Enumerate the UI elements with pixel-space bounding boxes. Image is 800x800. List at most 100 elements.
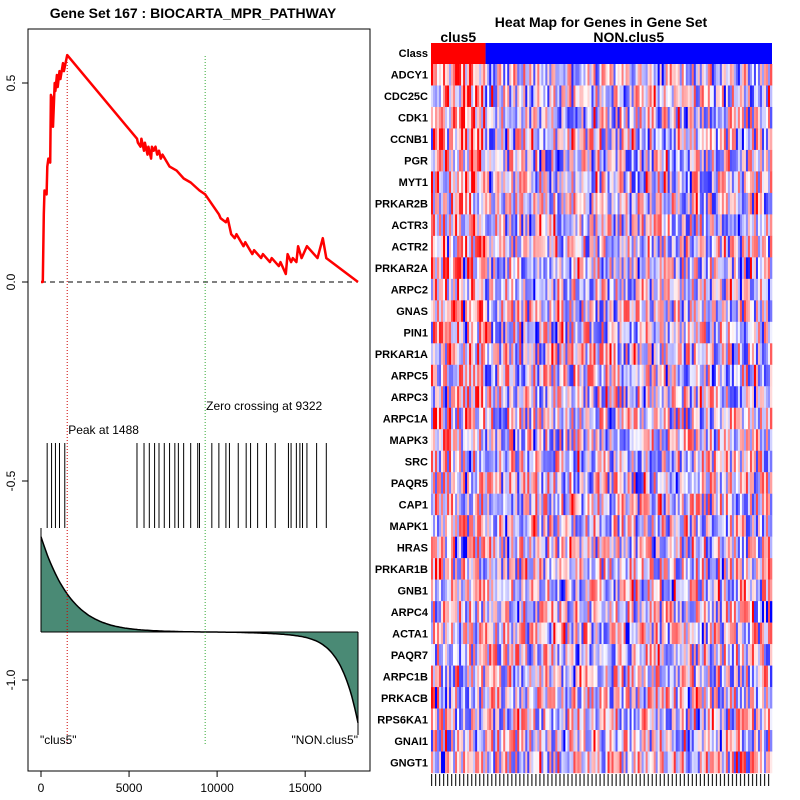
heatmap-cell — [645, 515, 648, 537]
heatmap-cell — [491, 192, 494, 215]
heatmap-cell — [557, 149, 560, 172]
heatmap-cell — [453, 214, 456, 237]
heatmap-cell — [693, 106, 697, 129]
heatmap-cell — [519, 536, 522, 559]
heatmap-cell — [553, 364, 556, 387]
heatmap-cell — [515, 429, 518, 451]
heatmap-cell — [555, 343, 558, 365]
heatmap-cell — [473, 622, 476, 645]
heatmap-cell — [525, 450, 528, 473]
heatmap-cell — [547, 149, 550, 172]
heatmap-cell — [493, 386, 496, 408]
heatmap-cell — [739, 644, 743, 666]
heatmap-cell — [731, 257, 735, 280]
heatmap-cell — [665, 64, 668, 86]
heatmap-cell — [557, 579, 560, 602]
heatmap-cell — [717, 450, 721, 473]
heatmap-cell — [447, 429, 450, 451]
heatmap-cell — [621, 321, 624, 344]
heatmap-cell — [459, 386, 462, 408]
heatmap-cell — [639, 128, 642, 151]
heatmap-cell — [735, 472, 739, 494]
heatmap-cell — [557, 364, 560, 387]
heatmap-cell — [693, 214, 697, 237]
heatmap-cell — [519, 558, 522, 580]
heatmap-cell — [433, 429, 436, 451]
heatmap-cell — [617, 622, 620, 645]
heatmap-cell — [519, 429, 522, 451]
heatmap-cell — [649, 278, 652, 301]
heatmap-cell — [661, 665, 664, 688]
heatmap-cell — [591, 665, 594, 688]
heatmap-cell — [719, 106, 723, 129]
heatmap-cell — [641, 429, 644, 451]
heatmap-cell — [531, 128, 534, 151]
heatmap-cell — [517, 300, 520, 323]
heatmap-cell — [553, 106, 556, 129]
heatmap-cell — [697, 429, 701, 451]
heatmap-cell — [633, 601, 636, 623]
heatmap-cell — [725, 300, 729, 323]
heatmap-cell — [449, 536, 452, 559]
heatmap-cell — [565, 558, 568, 580]
heatmap-cell — [653, 601, 656, 623]
heatmap-cell — [701, 364, 705, 387]
heatmap-cell — [615, 601, 618, 623]
heatmap-cell — [673, 192, 677, 215]
heatmap-cell — [761, 472, 765, 494]
heatmap-cell — [639, 493, 642, 516]
heatmap-cell — [733, 493, 737, 516]
heatmap-cell — [635, 579, 638, 602]
heatmap-cell — [525, 558, 528, 580]
heatmap-cell — [441, 278, 444, 301]
heatmap-cell — [755, 321, 759, 344]
heatmap-cell — [571, 386, 574, 408]
heatmap-cell — [543, 644, 546, 666]
heatmap-cell — [571, 515, 574, 537]
heatmap-cell — [447, 321, 450, 344]
heatmap-cell — [723, 515, 727, 537]
heatmap-cell — [515, 450, 518, 473]
heatmap-cell — [549, 450, 552, 473]
heatmap-cell — [629, 515, 632, 537]
heatmap-cell — [769, 644, 773, 666]
heatmap-cell — [521, 128, 524, 151]
heatmap-cell — [739, 536, 743, 559]
heatmap-cell — [549, 364, 552, 387]
heatmap-cell — [729, 149, 733, 172]
heatmap-cell — [537, 235, 540, 258]
heatmap-cell — [565, 407, 568, 430]
heatmap-cell — [693, 300, 697, 323]
heatmap-cell — [561, 493, 564, 516]
heatmap-cell — [743, 343, 747, 365]
heatmap-cell — [639, 558, 642, 580]
heatmap-cell — [751, 171, 755, 194]
heatmap-cell — [441, 450, 444, 473]
heatmap-cell — [639, 257, 642, 280]
heatmap-cell — [753, 515, 757, 537]
heatmap-cell — [659, 343, 662, 365]
heatmap-cell — [483, 493, 486, 516]
heatmap-cell — [457, 171, 460, 194]
heatmap-cell — [645, 536, 648, 559]
heatmap-cell — [693, 536, 697, 559]
heatmap-cell — [767, 450, 771, 473]
heatmap-cell — [491, 515, 494, 537]
heatmap-cell — [455, 171, 458, 194]
heatmap-cell — [513, 407, 516, 430]
heatmap-cell — [759, 364, 763, 387]
heatmap-cell — [761, 278, 765, 301]
heatmap-cell — [571, 536, 574, 559]
heatmap-cell — [501, 536, 504, 559]
heatmap-cell — [701, 601, 705, 623]
heatmap-cell — [481, 407, 484, 430]
heatmap-cell — [491, 235, 494, 258]
heatmap-cell — [707, 343, 711, 365]
heatmap-cell — [765, 622, 769, 645]
heatmap-cell — [663, 235, 666, 258]
heatmap-cell — [523, 278, 526, 301]
heatmap-cell — [519, 235, 522, 258]
heatmap-cell — [723, 192, 727, 215]
heatmap-cell — [629, 192, 632, 215]
heatmap-cell — [525, 665, 528, 688]
